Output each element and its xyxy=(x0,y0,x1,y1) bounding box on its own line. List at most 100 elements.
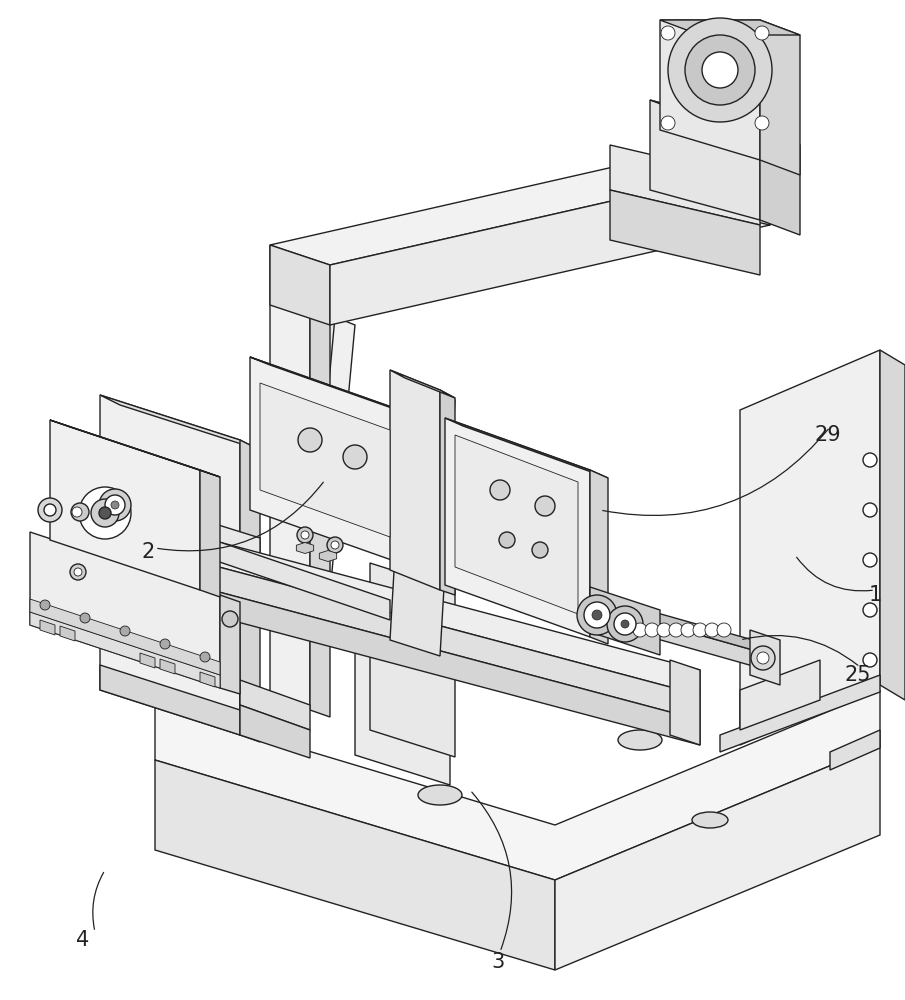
Polygon shape xyxy=(270,245,310,710)
Polygon shape xyxy=(155,520,390,620)
Polygon shape xyxy=(30,612,220,688)
Polygon shape xyxy=(390,382,455,656)
Polygon shape xyxy=(250,357,400,563)
Polygon shape xyxy=(370,563,455,757)
Circle shape xyxy=(633,623,647,637)
Circle shape xyxy=(863,503,877,517)
Polygon shape xyxy=(155,690,880,880)
Polygon shape xyxy=(50,420,200,590)
Text: 2: 2 xyxy=(141,542,155,562)
Polygon shape xyxy=(660,20,760,160)
Polygon shape xyxy=(660,165,770,225)
Polygon shape xyxy=(140,653,155,668)
Circle shape xyxy=(297,527,313,543)
Circle shape xyxy=(584,602,610,628)
Circle shape xyxy=(38,498,62,522)
Circle shape xyxy=(74,568,82,576)
Polygon shape xyxy=(390,370,440,590)
Circle shape xyxy=(99,489,131,521)
Polygon shape xyxy=(355,610,450,785)
Polygon shape xyxy=(440,390,455,595)
Polygon shape xyxy=(60,445,130,580)
Circle shape xyxy=(490,480,510,500)
Polygon shape xyxy=(30,532,220,688)
Polygon shape xyxy=(250,357,420,418)
Circle shape xyxy=(499,532,515,548)
Circle shape xyxy=(111,501,119,509)
Ellipse shape xyxy=(418,785,462,805)
Circle shape xyxy=(67,475,143,551)
Circle shape xyxy=(685,35,755,105)
Circle shape xyxy=(702,52,738,88)
Polygon shape xyxy=(390,370,455,398)
Ellipse shape xyxy=(692,812,728,828)
Polygon shape xyxy=(319,550,337,562)
Circle shape xyxy=(863,553,877,567)
Polygon shape xyxy=(100,510,260,582)
Polygon shape xyxy=(240,705,310,758)
Polygon shape xyxy=(50,420,220,477)
Polygon shape xyxy=(760,20,800,175)
Polygon shape xyxy=(160,659,175,674)
Circle shape xyxy=(863,603,877,617)
Polygon shape xyxy=(590,604,760,668)
Circle shape xyxy=(160,639,170,649)
Circle shape xyxy=(301,531,309,539)
Circle shape xyxy=(120,626,130,636)
Polygon shape xyxy=(670,660,700,745)
Polygon shape xyxy=(445,418,590,637)
Circle shape xyxy=(331,541,339,549)
Polygon shape xyxy=(100,395,260,450)
Text: 4: 4 xyxy=(76,930,90,950)
Polygon shape xyxy=(130,470,150,587)
Polygon shape xyxy=(610,190,760,275)
Polygon shape xyxy=(590,470,608,644)
Polygon shape xyxy=(270,245,330,325)
Polygon shape xyxy=(155,510,185,610)
Polygon shape xyxy=(650,100,760,220)
Circle shape xyxy=(661,26,675,40)
Circle shape xyxy=(72,507,82,517)
Text: 25: 25 xyxy=(844,665,872,685)
Polygon shape xyxy=(750,630,780,685)
Polygon shape xyxy=(300,317,355,700)
Circle shape xyxy=(80,613,90,623)
Polygon shape xyxy=(400,410,420,570)
Polygon shape xyxy=(330,165,770,325)
Polygon shape xyxy=(260,383,390,537)
Circle shape xyxy=(863,453,877,467)
Circle shape xyxy=(105,495,125,515)
Polygon shape xyxy=(100,488,260,560)
Ellipse shape xyxy=(108,505,132,535)
Circle shape xyxy=(79,487,131,539)
Circle shape xyxy=(99,507,111,519)
Circle shape xyxy=(614,613,636,635)
Polygon shape xyxy=(155,550,700,720)
Circle shape xyxy=(645,623,659,637)
Circle shape xyxy=(607,606,643,642)
Circle shape xyxy=(863,653,877,667)
Polygon shape xyxy=(880,350,905,700)
Circle shape xyxy=(71,503,89,521)
Circle shape xyxy=(751,646,775,670)
Text: 1: 1 xyxy=(869,585,881,605)
Ellipse shape xyxy=(618,730,662,750)
Polygon shape xyxy=(40,620,55,635)
Circle shape xyxy=(70,564,86,580)
Polygon shape xyxy=(740,350,880,745)
Circle shape xyxy=(343,445,367,469)
Circle shape xyxy=(327,537,343,553)
Polygon shape xyxy=(280,310,340,695)
Circle shape xyxy=(535,496,555,516)
Polygon shape xyxy=(610,145,760,225)
Polygon shape xyxy=(240,680,310,730)
Circle shape xyxy=(40,600,50,610)
Circle shape xyxy=(621,620,629,628)
Circle shape xyxy=(592,610,602,620)
Text: 3: 3 xyxy=(491,952,505,972)
Text: 29: 29 xyxy=(814,425,842,445)
Polygon shape xyxy=(30,599,220,675)
Circle shape xyxy=(200,652,210,662)
Polygon shape xyxy=(240,440,260,742)
Polygon shape xyxy=(270,145,770,265)
